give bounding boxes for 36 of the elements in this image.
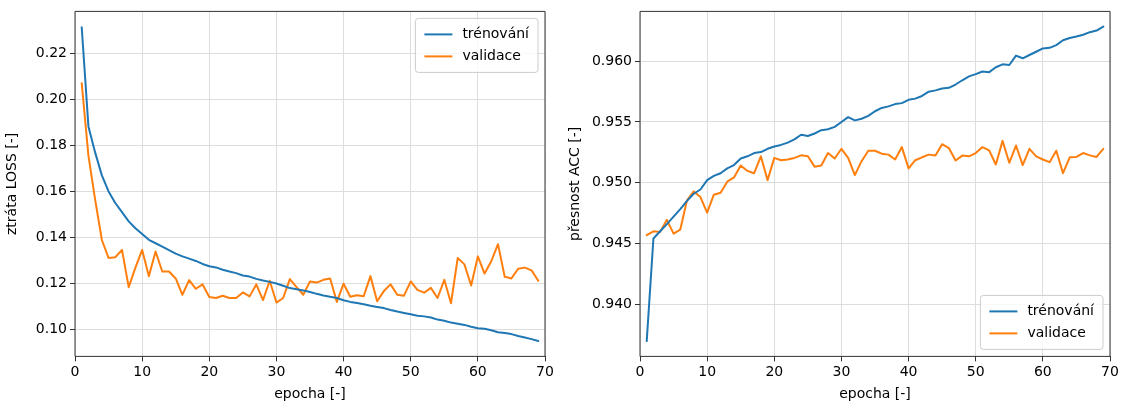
y-tick-label: 0.940 xyxy=(591,294,632,311)
y-axis-title: přesnost ACC [-] xyxy=(566,126,583,242)
legend-label: trénování xyxy=(1027,302,1096,319)
y-tick-label: 0.960 xyxy=(591,51,632,68)
y-tick-label: 0.18 xyxy=(35,136,67,153)
y-tick-label: 0.20 xyxy=(35,90,67,107)
y-tick-label: 0.14 xyxy=(35,228,68,245)
x-tick-label: 0 xyxy=(70,363,80,380)
x-tick-label: 60 xyxy=(1033,363,1052,380)
y-tick-label: 0.10 xyxy=(35,320,67,337)
x-tick-label: 50 xyxy=(966,363,985,380)
x-axis-title: epocha [-] xyxy=(839,385,911,402)
x-tick-label: 40 xyxy=(334,363,353,380)
x-axis-title: epocha [-] xyxy=(274,385,346,402)
legend-label: trénování xyxy=(462,25,531,42)
x-tick-label: 20 xyxy=(765,363,784,380)
x-tick-label: 50 xyxy=(401,363,420,380)
x-tick-label: 20 xyxy=(200,363,219,380)
x-tick-label: 70 xyxy=(1101,363,1119,380)
y-tick-label: 0.22 xyxy=(35,44,67,61)
x-tick-label: 30 xyxy=(267,363,286,380)
y-tick-label: 0.955 xyxy=(591,112,632,129)
x-tick-label: 70 xyxy=(536,363,554,380)
legend-label: validace xyxy=(462,47,521,64)
y-tick-label: 0.16 xyxy=(35,182,68,199)
x-tick-label: 30 xyxy=(832,363,851,380)
y-tick-label: 0.950 xyxy=(591,173,632,190)
x-tick-label: 40 xyxy=(899,363,918,380)
x-tick-label: 10 xyxy=(133,363,152,380)
x-tick-label: 60 xyxy=(468,363,487,380)
legend-label: validace xyxy=(1027,324,1086,341)
y-axis-title: ztráta LOSS [-] xyxy=(3,132,20,236)
x-tick-label: 0 xyxy=(635,363,645,380)
x-tick-label: 10 xyxy=(698,363,717,380)
y-tick-label: 0.945 xyxy=(591,234,632,251)
y-tick-label: 0.12 xyxy=(35,274,67,291)
